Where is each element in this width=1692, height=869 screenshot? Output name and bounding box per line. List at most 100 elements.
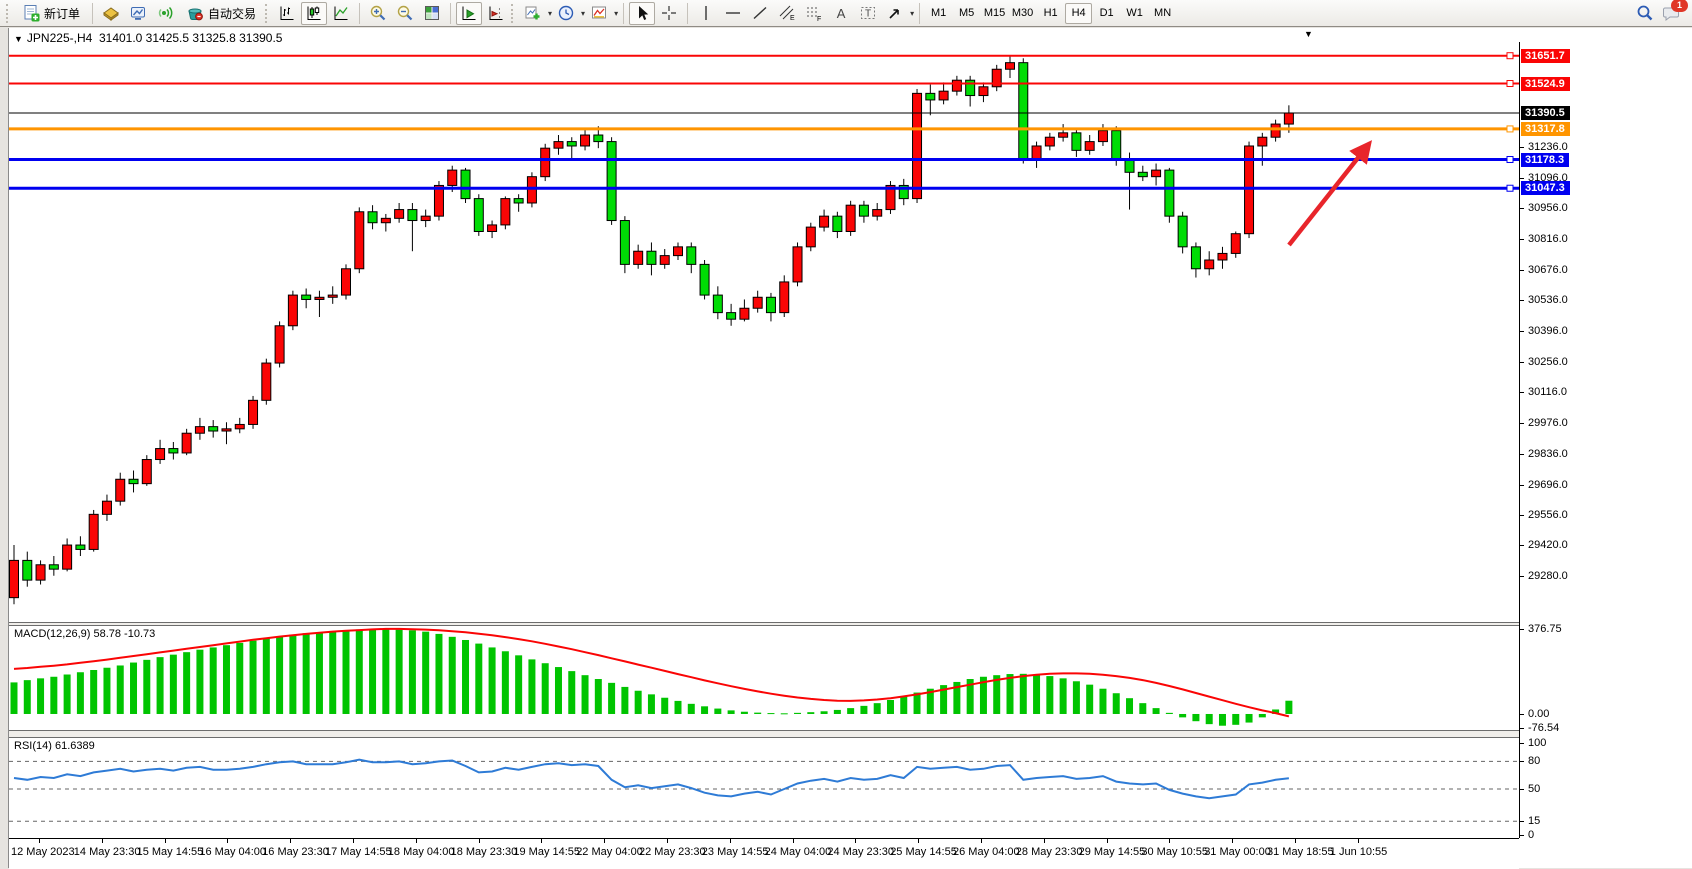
macd-histogram-bar: [209, 647, 217, 714]
timeframe-M30[interactable]: M30: [1011, 7, 1034, 19]
timeframe-M15[interactable]: M15: [983, 7, 1006, 19]
macd-histogram-bar: [448, 636, 456, 714]
separator: [92, 2, 94, 24]
rsi-pane[interactable]: [9, 738, 1519, 838]
time-tick: [1295, 839, 1296, 843]
cursor-tool-button[interactable]: [629, 1, 656, 25]
candle: [22, 559, 33, 581]
bar-chart-icon: [280, 6, 294, 20]
crosshair-tool-button[interactable]: [656, 2, 682, 25]
toolbar-grip[interactable]: [6, 3, 11, 23]
vertical-line-tool-button[interactable]: [693, 2, 719, 25]
pane-splitter[interactable]: [9, 730, 1692, 738]
arrows-tool-button[interactable]: [882, 2, 908, 25]
time-tick: [981, 839, 982, 843]
timeframe-MN[interactable]: MN: [1154, 7, 1172, 19]
candlestick-chart-button[interactable]: [301, 1, 328, 25]
chart-shift-marker-icon[interactable]: ▼: [1304, 29, 1313, 39]
auto-trading-button[interactable]: 自动交易: [179, 2, 263, 25]
axis-tick: [1520, 545, 1524, 547]
chart-shift-button[interactable]: [483, 2, 509, 25]
tile-windows-button[interactable]: [419, 2, 445, 25]
zoom-in-button[interactable]: [365, 2, 391, 25]
collapse-arrow-icon[interactable]: ▼: [14, 34, 23, 44]
candle: [1151, 169, 1162, 178]
candle: [447, 169, 458, 186]
macd-histogram-bar: [568, 671, 576, 714]
candle: [460, 169, 471, 200]
text-tool-button[interactable]: A: [828, 2, 854, 25]
indicators-dropdown-caret[interactable]: ▾: [548, 8, 553, 18]
periods-button[interactable]: [553, 2, 579, 25]
timeframe-W1[interactable]: W1: [1126, 7, 1143, 19]
toolbar-grip[interactable]: [265, 3, 270, 23]
text-tool-letter: A: [836, 5, 846, 21]
new-order-icon: [24, 5, 40, 22]
candle: [420, 215, 431, 222]
charts-button[interactable]: [98, 2, 124, 25]
time-tick: [792, 839, 794, 843]
zoom-out-button[interactable]: [392, 2, 418, 25]
price-tick-label: 29836.0: [1528, 447, 1568, 460]
periods-dropdown-caret[interactable]: ▾: [581, 8, 586, 18]
templates-dropdown-caret[interactable]: ▾: [614, 8, 619, 18]
time-label: 28 May 23:30: [1015, 846, 1083, 858]
auto-trading-icon: [188, 8, 203, 21]
pane-splitter[interactable]: [9, 622, 1692, 626]
candle: [885, 184, 896, 211]
line-chart-button[interactable]: [328, 2, 354, 25]
timeframe-toolbar: M1 M5 M15 M30 H1 H4 D1 W1 MN: [925, 2, 1176, 24]
search-icon[interactable]: [1636, 4, 1654, 22]
arrows-dropdown-caret[interactable]: ▾: [910, 8, 915, 18]
ohlc-values: 31401.0 31425.5 31325.8 31390.5: [98, 31, 283, 45]
candle: [686, 246, 697, 265]
time-tick: [918, 839, 920, 843]
macd-histogram-bar: [953, 681, 961, 714]
bar-chart-button[interactable]: [274, 2, 300, 25]
candle: [832, 215, 843, 232]
macd-histogram-bar: [900, 696, 908, 714]
trendline-tool-button[interactable]: [747, 2, 773, 25]
macd-histogram-bar: [1272, 709, 1280, 714]
main-candlestick-chart[interactable]: [9, 46, 1519, 622]
text-label-tool-button[interactable]: T: [855, 2, 881, 25]
macd-histogram-bar: [315, 632, 323, 714]
auto-trading-label: 自动交易: [208, 6, 257, 21]
new-order-button[interactable]: 新订单: [15, 2, 87, 25]
auto-scroll-button[interactable]: [456, 1, 483, 25]
market-signal-button[interactable]: [152, 2, 178, 25]
horizontal-line-tool-button[interactable]: [720, 2, 746, 25]
axis-tick: [1520, 628, 1524, 630]
periods-clock-icon: [558, 5, 574, 21]
notifications-button[interactable]: 1: [1662, 0, 1688, 22]
candle: [1177, 215, 1188, 248]
price-axis-line: [1519, 42, 1520, 838]
time-label: 31 May 18:55: [1267, 846, 1334, 858]
timeframe-M1[interactable]: M1: [930, 7, 947, 19]
indicators-button[interactable]: [520, 2, 546, 25]
candle: [1005, 62, 1015, 70]
axis-tick: [1520, 453, 1524, 455]
timeframe-D1[interactable]: D1: [1099, 7, 1114, 19]
axis-tick: [1520, 789, 1524, 790]
macd-pane[interactable]: [9, 626, 1519, 730]
candle: [48, 564, 59, 570]
channel-tool-button[interactable]: E: [774, 2, 800, 25]
candle: [1097, 130, 1108, 143]
price-level-badge: 31047.3: [1521, 181, 1570, 196]
templates-button[interactable]: [586, 2, 612, 25]
macd-histogram-bar: [634, 690, 642, 714]
toolbar-grip[interactable]: [511, 3, 516, 23]
timeframe-H1[interactable]: H1: [1043, 7, 1058, 19]
candle: [792, 246, 803, 283]
trend-arrow-annotation[interactable]: [1287, 140, 1372, 247]
candle: [181, 432, 192, 454]
timeframe-H4[interactable]: H4: [1065, 2, 1093, 24]
separator: [450, 2, 452, 24]
candle: [951, 79, 962, 92]
profile-button[interactable]: [125, 2, 151, 25]
timeframe-M5[interactable]: M5: [958, 7, 975, 19]
fibonacci-tool-button[interactable]: F: [801, 2, 827, 25]
axis-tick: [1520, 392, 1524, 394]
candle: [487, 224, 498, 232]
